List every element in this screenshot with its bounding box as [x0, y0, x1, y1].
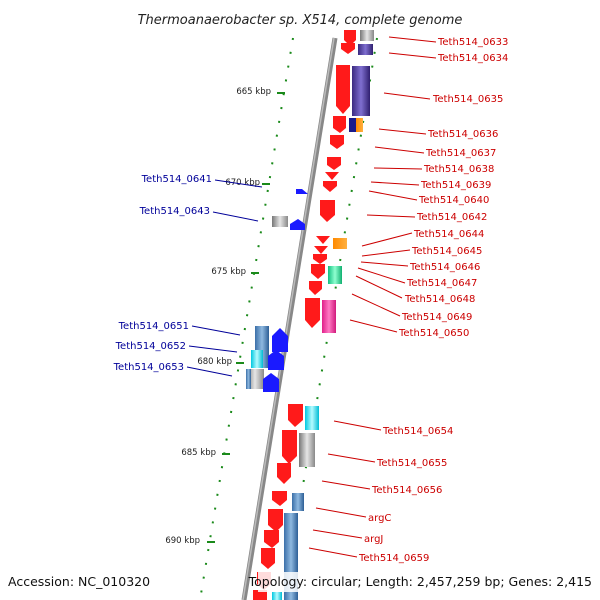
- gene-arrow[interactable]: [314, 246, 328, 254]
- gene-label[interactable]: Teth514_0645: [411, 246, 482, 257]
- gene-label[interactable]: Teth514_0644: [413, 229, 484, 240]
- gene-label[interactable]: Teth514_0635: [432, 94, 503, 105]
- gene-box[interactable]: [352, 66, 370, 116]
- tick-label: 685 kbp: [181, 448, 216, 458]
- gene-box[interactable]: [251, 350, 263, 368]
- gene-box[interactable]: [292, 493, 304, 511]
- gene-label[interactable]: Teth514_0642: [416, 212, 487, 223]
- gene-arrow[interactable]: [333, 116, 346, 133]
- gene-arrow[interactable]: [261, 548, 275, 569]
- gene-arrow[interactable]: [327, 157, 341, 170]
- gene-box[interactable]: [305, 406, 319, 430]
- gene-label[interactable]: Teth514_0647: [406, 278, 477, 289]
- gene-label[interactable]: Teth514_0641: [141, 174, 212, 185]
- gene-label[interactable]: argJ: [364, 534, 383, 545]
- footer-right-backdrop: [258, 572, 596, 592]
- gene-label[interactable]: Teth514_0636: [427, 129, 498, 140]
- tick-label: 670 kbp: [225, 178, 260, 188]
- footer-left-backdrop: [0, 572, 150, 592]
- gene-box[interactable]: [356, 118, 363, 132]
- forward-leader-lines: [308, 36, 437, 558]
- gene-arrow[interactable]: [290, 219, 305, 230]
- gene-label[interactable]: argC: [368, 513, 391, 524]
- genome-backbone-highlight: [242, 37, 335, 600]
- gene-label[interactable]: Teth514_0656: [371, 485, 442, 496]
- gene-box[interactable]: [328, 266, 342, 284]
- gene-box[interactable]: [360, 30, 374, 41]
- tick-label: 690 kbp: [165, 536, 200, 546]
- tick-labels: 665 kbp 670 kbp 675 kbp 680 kbp 685 kbp …: [165, 87, 271, 546]
- gene-label[interactable]: Teth514_0646: [409, 262, 480, 273]
- gene-box[interactable]: [322, 300, 336, 333]
- gene-box[interactable]: [349, 118, 356, 132]
- gene-arrow[interactable]: [277, 463, 291, 484]
- tick-marks: [207, 92, 285, 543]
- gene-box[interactable]: [333, 238, 347, 249]
- gene-label[interactable]: Teth514_0640: [418, 195, 489, 206]
- gene-arrow[interactable]: [311, 264, 325, 279]
- gene-arrow[interactable]: [282, 430, 297, 464]
- gene-arrow[interactable]: [264, 530, 279, 548]
- gene-box[interactable]: [253, 590, 267, 600]
- gene-arrow[interactable]: [330, 135, 344, 149]
- gene-label[interactable]: Teth514_0655: [376, 458, 447, 469]
- gene-label[interactable]: Teth514_0648: [404, 294, 475, 305]
- reverse-strand-genes: [246, 189, 308, 392]
- gene-label[interactable]: Teth514_0637: [425, 148, 496, 159]
- genome-summary-text: Topology: circular; Length: 2,457,259 bp…: [248, 574, 592, 589]
- tick-label: 675 kbp: [211, 267, 246, 277]
- reverse-gene-labels: Teth514_0641 Teth514_0643 Teth514_0651 T…: [113, 174, 212, 373]
- gene-label[interactable]: Teth514_0652: [115, 341, 186, 352]
- forward-gene-labels: Teth514_0633 Teth514_0634 Teth514_0635 T…: [358, 37, 508, 564]
- gene-arrow[interactable]: [336, 65, 350, 114]
- gene-arrow[interactable]: [268, 509, 283, 532]
- gene-box[interactable]: [358, 44, 373, 55]
- gene-arrow[interactable]: [268, 350, 284, 370]
- gene-arrow[interactable]: [344, 30, 356, 46]
- gene-label[interactable]: Teth514_0653: [113, 362, 184, 373]
- gene-arrow[interactable]: [313, 254, 327, 264]
- gene-label[interactable]: Teth514_0659: [358, 553, 429, 564]
- gene-box[interactable]: [272, 216, 288, 227]
- gene-arrow[interactable]: [309, 281, 322, 295]
- gene-label[interactable]: Teth514_0650: [398, 328, 469, 339]
- gene-arrow[interactable]: [272, 328, 288, 352]
- gene-arrow[interactable]: [305, 298, 320, 328]
- gene-label[interactable]: Teth514_0639: [420, 180, 491, 191]
- tick-label: 680 kbp: [197, 357, 232, 367]
- gene-arrow[interactable]: [263, 373, 279, 392]
- gene-arrow[interactable]: [341, 43, 355, 54]
- reverse-leader-lines: [186, 179, 263, 377]
- gene-arrow[interactable]: [272, 491, 287, 506]
- map-title: Thermoanaerobacter sp. X514, complete ge…: [138, 13, 463, 28]
- gene-label[interactable]: Teth514_0633: [437, 37, 508, 48]
- gene-label[interactable]: Teth514_0638: [423, 164, 494, 175]
- gene-arrow[interactable]: [296, 189, 308, 194]
- gene-box[interactable]: [299, 433, 315, 467]
- tick-label: 665 kbp: [236, 87, 271, 97]
- gene-label[interactable]: Teth514_0649: [401, 312, 472, 323]
- forward-strand-genes: [253, 30, 374, 600]
- accession-text: Accession: NC_010320: [8, 574, 150, 589]
- gene-arrow[interactable]: [288, 404, 303, 427]
- gene-arrow[interactable]: [320, 200, 335, 222]
- gene-label[interactable]: Teth514_0654: [382, 426, 453, 437]
- gene-arrow[interactable]: [316, 236, 330, 244]
- genome-backbone: [241, 37, 338, 600]
- gene-arrow[interactable]: [325, 172, 339, 180]
- gene-label[interactable]: Teth514_0643: [139, 206, 210, 217]
- gene-label[interactable]: Teth514_0651: [118, 321, 189, 332]
- gene-label[interactable]: Teth514_0634: [437, 53, 508, 64]
- gene-box[interactable]: [272, 592, 282, 600]
- gene-arrow[interactable]: [323, 181, 337, 192]
- gene-box[interactable]: [246, 369, 251, 389]
